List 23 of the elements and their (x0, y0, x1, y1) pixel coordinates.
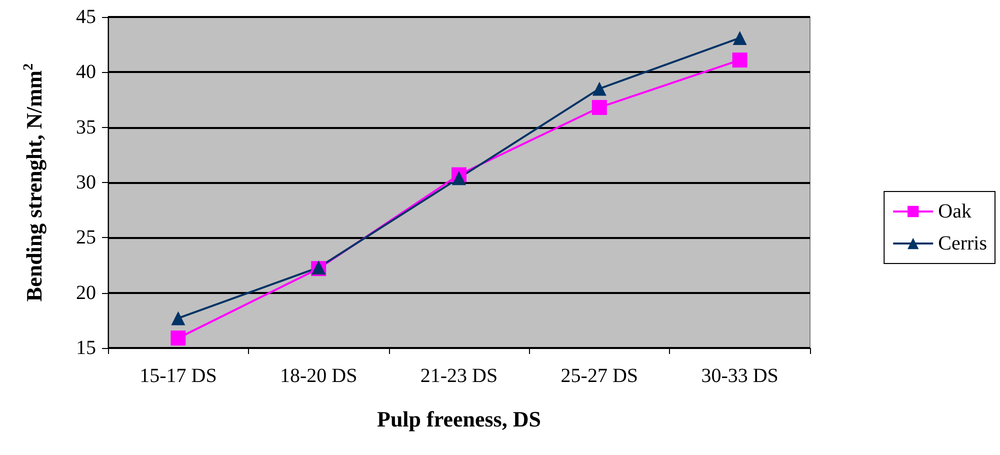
x-tick-label: 15-17 DS (140, 365, 217, 387)
point (592, 100, 607, 115)
y-tick-label: 25 (76, 226, 96, 249)
point (732, 52, 748, 68)
y-tick-label: 30 (76, 172, 96, 194)
y-tick-label: 40 (76, 61, 96, 84)
x-tick-label: 21-23 DS (420, 365, 498, 387)
y-tick-label: 20 (76, 282, 96, 304)
legend-label: Oak (938, 200, 972, 222)
point (171, 311, 186, 326)
x-tick-label: 18-20 DS (280, 365, 358, 387)
point (170, 330, 186, 346)
x-tick-label: 30-33 DS (701, 365, 778, 387)
point (732, 30, 747, 45)
point (452, 171, 466, 186)
y-tick-label: 45 (76, 6, 96, 28)
y-tick-label: 15 (76, 337, 96, 359)
y-axis-title: Bending strenght, N/mm2 (22, 63, 46, 302)
point (592, 82, 606, 96)
x-tick-label: 25-27 DS (560, 365, 638, 387)
legend-label: Cerris (938, 232, 988, 254)
y-tick-label: 35 (76, 116, 96, 138)
x-axis-title: Pulp freeness, DS (377, 406, 541, 432)
